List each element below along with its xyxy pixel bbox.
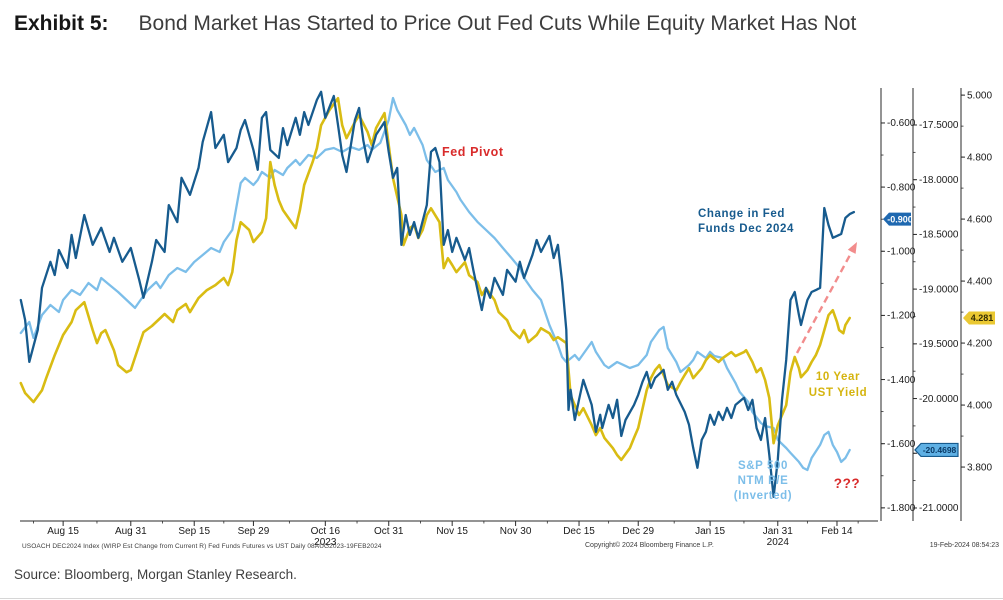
annotation-text: Funds Dec 2024 [698,223,794,235]
x-axis-date-label: Nov 30 [500,526,532,537]
y-axis-fed_funds-tick-label: -1.200 [887,311,916,322]
y-axis-yield: 5.000 4.800 4.600 4.400 4.200 4.000 3.800 [960,88,992,521]
y-axis-fed_funds-tick-label: -0.800 [887,182,916,193]
exhibit-title-text: Bond Market Has Started to Price Out Fed… [138,12,857,35]
x-axis-date-label: Feb 14 [821,526,853,537]
annotation-change-in-fed-funds: Change in Fed Funds Dec 2024 [698,208,794,235]
x-axis-date-label: Dec 29 [622,526,654,537]
annotation-question-marks: ??? [834,476,861,491]
y-axis-yield-tick-label: 4.800 [967,152,992,163]
y-axis-fed_funds-tick-label: -0.600 [887,118,916,129]
annotation-text: S&P 500 [738,460,788,472]
annotation-ust-yield-label: 10 Year UST Yield [809,371,867,399]
y-axis-pe-tick-label: -18.0000 [919,175,959,186]
y-axis-yield-tick-label: 5.000 [967,90,992,101]
chart-footer-copyright: Copyright© 2024 Bloomberg Finance L.P. [585,542,714,549]
annotation-text: Fed Pivot [442,145,504,159]
x-axis-date-label: Dec 15 [563,526,595,537]
x-axis-date-label: Sep 29 [238,526,270,537]
last-value-callout-fed-funds: -0.900 [883,212,913,226]
y-axis-yield-tick-label: 4.600 [967,214,992,225]
y-axis-fed_funds: -0.600 -0.800 -1.000 -1.200 -1.400 -1.600 -1.8… [880,88,916,521]
y-axis-fed_funds-tick-label: -1.600 [887,439,916,450]
x-axis-year-label: 2024 [767,537,790,548]
x-axis-date-label: Oct 31 [374,526,404,537]
annotation-fed-pivot: Fed Pivot [442,145,504,159]
annotation-text: 10 Year [816,371,860,383]
last-value-callout-yield: 4.281 [963,311,995,325]
chart-area: -0.600 -0.800 -1.000 -1.200 -1.400 -1.600 -1.8… [0,80,1003,560]
y-axis-fed_funds-tick-label: -1.800 [887,503,916,514]
y-axis-yield-tick-label: 4.000 [967,400,992,411]
x-axis-date-label: Jan 31 [763,526,793,537]
trend-arrow [795,241,859,354]
series-line-fed_funds [19,90,856,499]
y-axis-fed_funds-tick-label: -1.000 [887,246,916,257]
annotation-text: (Inverted) [734,490,792,502]
x-axis-year-label: 2023 [314,537,337,548]
x-axis-date-label: Oct 16 [311,526,341,537]
x-axis-date-label: Aug 31 [115,526,147,537]
last-value-label: 4.281 [971,313,994,323]
y-axis-yield-tick-label: 4.400 [967,276,992,287]
last-value-callout-pe: -20.4698 [914,442,959,458]
y-axis-yield-tick-label: 4.200 [967,338,992,349]
source-line: Source: Bloomberg, Morgan Stanley Resear… [14,567,297,582]
y-axis-pe: -17.5000 -18.0000 -18.5000 -19.0000 -19.5000… [912,88,959,521]
last-value-label: -20.4698 [923,445,957,455]
x-axis-date-label: Nov 15 [436,526,468,537]
y-axis-pe-tick-label: -19.0000 [919,284,959,295]
y-axis-pe-tick-label: -21.0000 [919,503,959,514]
x-axis-date-label: Aug 15 [47,526,79,537]
y-axis-pe-tick-label: -19.5000 [919,339,959,350]
x-axis-date-label: Sep 15 [178,526,210,537]
exhibit-number-label: Exhibit 5: [14,12,109,35]
y-axis-pe-tick-label: -18.5000 [919,230,959,241]
chart-footer-ticker: USOACH DEC2024 Index (WIRP Est Change fr… [22,543,382,550]
y-axis-pe-tick-label: -20.0000 [919,394,959,405]
series-line-pe [19,96,851,472]
annotation-text: UST Yield [809,387,867,399]
annotation-sp500-pe-label: S&P 500 NTM P/E (Inverted) [734,460,792,502]
last-value-label: -0.900 [887,214,913,224]
exhibit-title: Exhibit 5: Bond Market Has Started to Pri… [14,6,992,41]
bottom-divider [0,598,1003,599]
annotation-text: NTM P/E [738,475,789,487]
annotation-text: Change in Fed [698,208,785,220]
y-axis-yield-tick-label: 3.800 [967,462,992,473]
series-line-yield [19,96,852,462]
y-axis-pe-tick-label: -17.5000 [919,120,959,131]
chart-footer-timestamp: 19-Feb-2024 08:54:23 [929,542,999,549]
bloomberg-terminal-chart: -0.600 -0.800 -1.000 -1.200 -1.400 -1.600 -1.8… [19,88,995,548]
y-axis-fed_funds-tick-label: -1.400 [887,375,916,386]
annotation-text: ??? [834,476,861,491]
x-axis-date-label: Jan 15 [695,526,725,537]
